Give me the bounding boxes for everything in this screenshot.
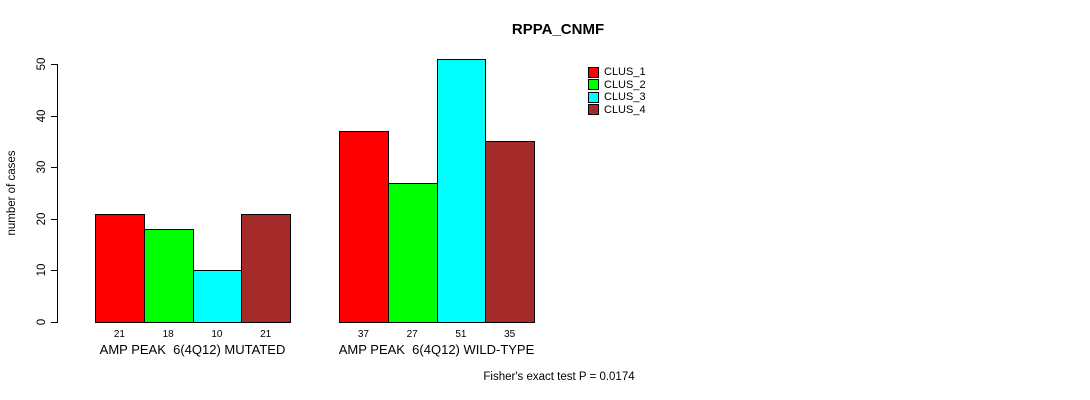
bar-clus_4-group1	[241, 213, 291, 323]
chart-title: RPPA_CNMF	[511, 21, 605, 38]
group-label-2: AMP PEAK 6(4Q12) WILD-TYPE	[338, 342, 535, 357]
legend-swatch-clus_4	[588, 104, 599, 115]
bar-value-label: 18	[162, 329, 174, 340]
legend-label-clus_3: CLUS_3	[604, 91, 646, 103]
legend-item-clus_3: CLUS_3	[588, 91, 646, 103]
y-axis-tick	[51, 64, 58, 65]
bar-clus_1-group2	[339, 131, 389, 323]
legend-label-clus_2: CLUS_2	[604, 78, 646, 91]
y-axis-tick-label: 50	[36, 57, 48, 71]
y-axis-tick-label: 40	[36, 109, 48, 122]
bar-clus_3-group1	[192, 270, 243, 323]
bar-value-label: 51	[455, 329, 467, 340]
legend-item-clus_4: CLUS_4	[588, 104, 646, 116]
y-axis-tick-label: 10	[36, 263, 48, 277]
y-axis-tick	[51, 115, 58, 117]
legend-item-clus_1: CLUS_1	[588, 66, 646, 78]
y-axis-tick	[51, 167, 58, 169]
legend-swatch-clus_1	[588, 66, 599, 78]
legend-label-clus_4: CLUS_4	[604, 103, 646, 116]
bar-clus_4-group2	[485, 141, 535, 323]
bar-value-label: 27	[406, 329, 418, 340]
y-axis-label: number of cases	[6, 150, 18, 236]
bar-clus_1-group1	[95, 213, 145, 323]
bar-value-label: 35	[504, 329, 516, 340]
legend-item-clus_2: CLUS_2	[588, 79, 646, 91]
bar-clus_2-group2	[387, 182, 438, 323]
y-axis-tick-label: 30	[36, 160, 48, 174]
bar-clus_2-group1	[143, 229, 194, 323]
bar-clus_3-group2	[436, 58, 487, 323]
legend-swatch-clus_3	[588, 91, 599, 103]
footnote-text: Fisher's exact test P = 0.0174	[483, 371, 635, 383]
legend-swatch-clus_2	[588, 79, 599, 90]
y-axis-tick	[51, 270, 58, 272]
legend-label-clus_1: CLUS_1	[604, 66, 646, 78]
bar-value-label: 21	[113, 329, 125, 340]
group-label-1: AMP PEAK 6(4Q12) MUTATED	[99, 342, 286, 357]
y-axis-tick	[51, 322, 58, 323]
y-axis-line	[57, 64, 58, 323]
y-axis-tick-label: 20	[36, 212, 48, 226]
y-axis-tick-label: 0	[36, 318, 48, 326]
bar-value-label: 21	[260, 329, 272, 340]
bar-value-label: 10	[211, 329, 223, 340]
bar-value-label: 37	[357, 329, 369, 340]
y-axis-tick	[51, 218, 58, 220]
